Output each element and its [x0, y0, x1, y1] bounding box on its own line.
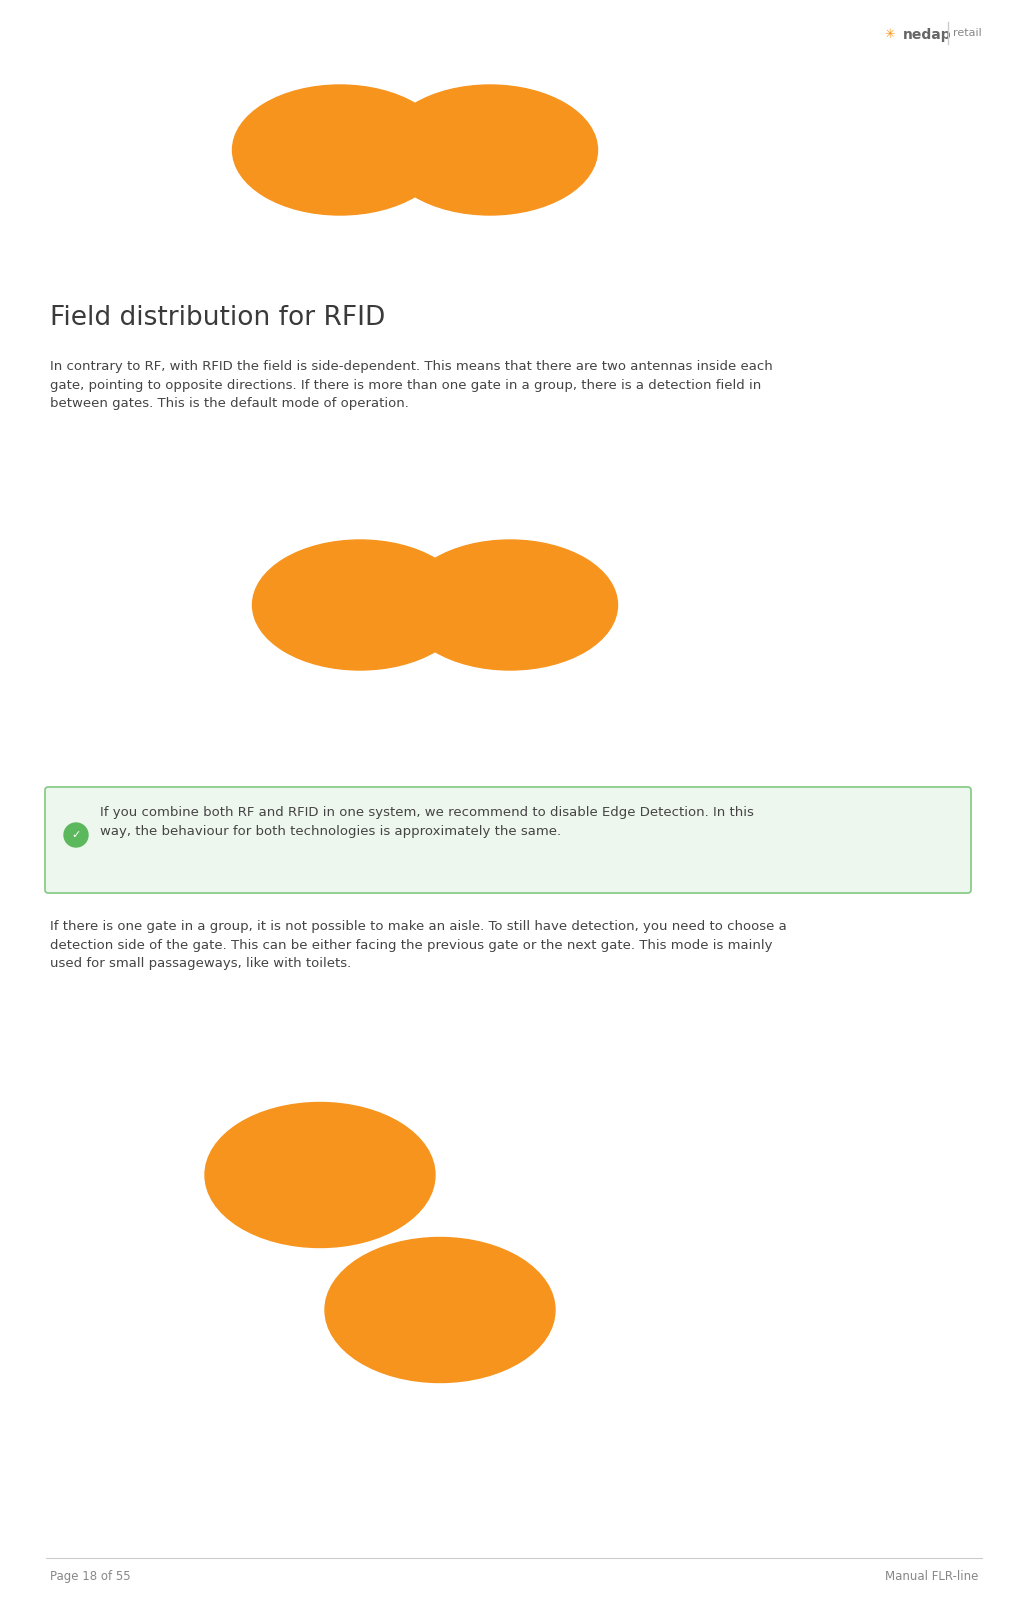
- Circle shape: [64, 822, 88, 846]
- Ellipse shape: [403, 540, 618, 670]
- Text: Field distribution for RFID: Field distribution for RFID: [50, 305, 386, 330]
- Text: nedap: nedap: [903, 27, 952, 42]
- Ellipse shape: [253, 540, 468, 670]
- Text: If there is one gate in a group, it is not possible to make an aisle. To still h: If there is one gate in a group, it is n…: [50, 920, 786, 970]
- Text: In contrary to RF, with RFID the field is side-dependent. This means that there : In contrary to RF, with RFID the field i…: [50, 361, 773, 410]
- Text: ✳: ✳: [885, 27, 895, 42]
- Ellipse shape: [325, 1238, 555, 1382]
- FancyBboxPatch shape: [45, 787, 971, 893]
- Text: ✓: ✓: [71, 830, 80, 840]
- Text: Manual FLR-line: Manual FLR-line: [885, 1569, 978, 1584]
- Text: If you combine both RF and RFID in one system, we recommend to disable Edge Dete: If you combine both RF and RFID in one s…: [100, 806, 754, 837]
- Ellipse shape: [382, 85, 597, 215]
- Text: Page 18 of 55: Page 18 of 55: [50, 1569, 131, 1584]
- Text: retail: retail: [953, 27, 982, 38]
- Ellipse shape: [232, 85, 447, 215]
- Ellipse shape: [205, 1103, 435, 1247]
